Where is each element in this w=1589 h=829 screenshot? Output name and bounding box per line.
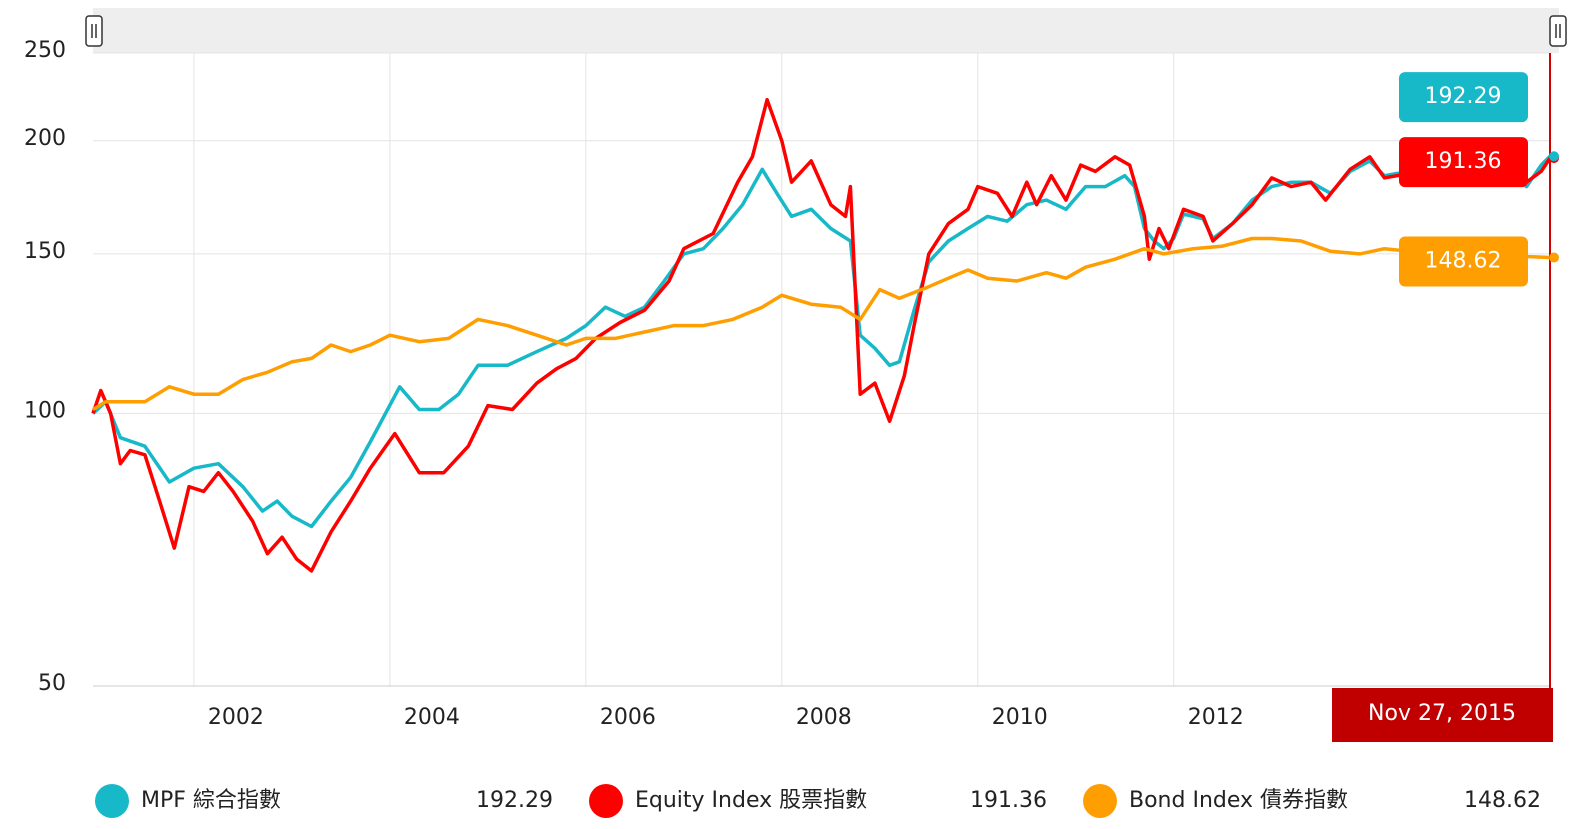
value-tag-box (1399, 236, 1528, 287)
lines: Nov 27, 2015 (91, 53, 1559, 742)
legend-marker[interactable] (1083, 784, 1117, 818)
x-tick-label: 2012 (1188, 705, 1244, 730)
value-tag: 191.36 (1425, 149, 1502, 174)
legend-value: 192.29 (476, 788, 553, 813)
legend-label[interactable]: Bond Index 債券指數 (1129, 788, 1348, 813)
y-tick-label: 150 (24, 239, 66, 264)
scroll-handle-left[interactable] (85, 15, 103, 47)
value-tag: 192.29 (1425, 84, 1502, 109)
series-line (92, 236, 1551, 411)
end-point (1549, 151, 1559, 162)
x-tick-label: 2002 (208, 705, 264, 730)
value-tags: 148.62 191.36 192.29 (1399, 72, 1528, 287)
value-tag-box (1399, 137, 1528, 188)
x-tick-label: 2004 (404, 705, 460, 730)
y-tick-label: 200 (24, 126, 66, 151)
y-tick-label: 100 (24, 398, 66, 423)
value-tag: 148.62 (1425, 249, 1502, 274)
scroll-handle-right[interactable] (1549, 15, 1567, 47)
end-point (1549, 252, 1559, 263)
x-tick-label: 2006 (600, 705, 656, 730)
cursor-label: Nov 27, 2015 (1368, 701, 1516, 726)
legend-label[interactable]: Equity Index 股票指數 (635, 788, 867, 813)
value-tag-box (1399, 72, 1528, 123)
legend-label[interactable]: MPF 綜合指數 (141, 788, 281, 813)
scrollbar[interactable] (93, 8, 1559, 53)
y-tick-label: 250 (24, 38, 66, 63)
series-line (91, 97, 1552, 573)
legend-marker[interactable] (589, 784, 623, 818)
cursor-label-box (1332, 688, 1553, 742)
legend-marker[interactable] (95, 784, 129, 818)
x-tick-label: 2008 (796, 705, 852, 730)
legend-value: 191.36 (970, 788, 1047, 813)
legend: MPF 綜合指數 192.29 Equity Index 股票指數 191.36 Bon… (95, 784, 1541, 818)
grid: 50 100 150 200 250 2002 2004 2006 2008 2010 2012 (24, 38, 1550, 730)
legend-value: 148.62 (1464, 788, 1541, 813)
x-tick-label: 2010 (992, 705, 1048, 730)
y-tick-label: 50 (38, 671, 66, 696)
series-line (91, 154, 1552, 529)
